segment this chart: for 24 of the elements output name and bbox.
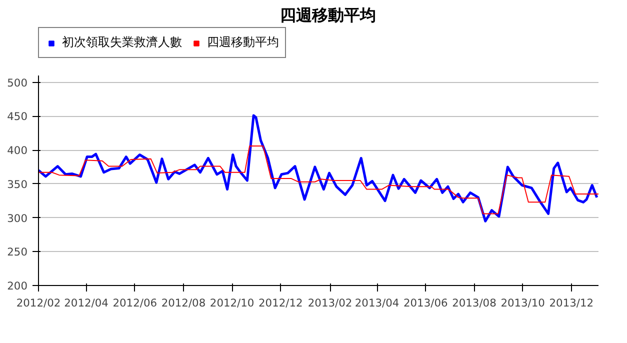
x-tick-label: 2013/04 bbox=[354, 296, 400, 310]
x-tick-label: 2012/08 bbox=[161, 296, 206, 310]
x-tick-label: 2013/10 bbox=[500, 296, 546, 310]
x-tick-label: 2012/04 bbox=[64, 296, 109, 310]
x-tick-label: 2013/12 bbox=[549, 296, 594, 310]
x-tick-label: 2012/06 bbox=[112, 296, 158, 310]
chart-title: 四週移動平均 bbox=[280, 6, 376, 24]
y-tick-label: 200 bbox=[7, 280, 28, 292]
x-tick-label: 2013/02 bbox=[308, 296, 352, 310]
x-tick-label: 2012/10 bbox=[210, 296, 254, 310]
y-tick-label: 500 bbox=[7, 76, 28, 90]
legend-label: 初次領取失業救濟人數 bbox=[62, 34, 182, 51]
x-tick-label: 2012/12 bbox=[258, 296, 303, 310]
x-tick-label: 2012/02 bbox=[16, 296, 61, 310]
y-tick-label: 350 bbox=[7, 178, 28, 191]
line-series bbox=[38, 145, 598, 214]
line-series bbox=[38, 114, 598, 222]
y-tick-label: 300 bbox=[7, 212, 28, 225]
legend-label: 四週移動平均 bbox=[207, 34, 279, 51]
y-tick-label: 400 bbox=[7, 144, 28, 158]
x-tick-label: 2013/08 bbox=[452, 296, 497, 310]
y-tick-label: 250 bbox=[7, 246, 28, 259]
y-tick-label: 450 bbox=[7, 110, 28, 124]
x-tick-label: 2013/06 bbox=[404, 296, 448, 310]
